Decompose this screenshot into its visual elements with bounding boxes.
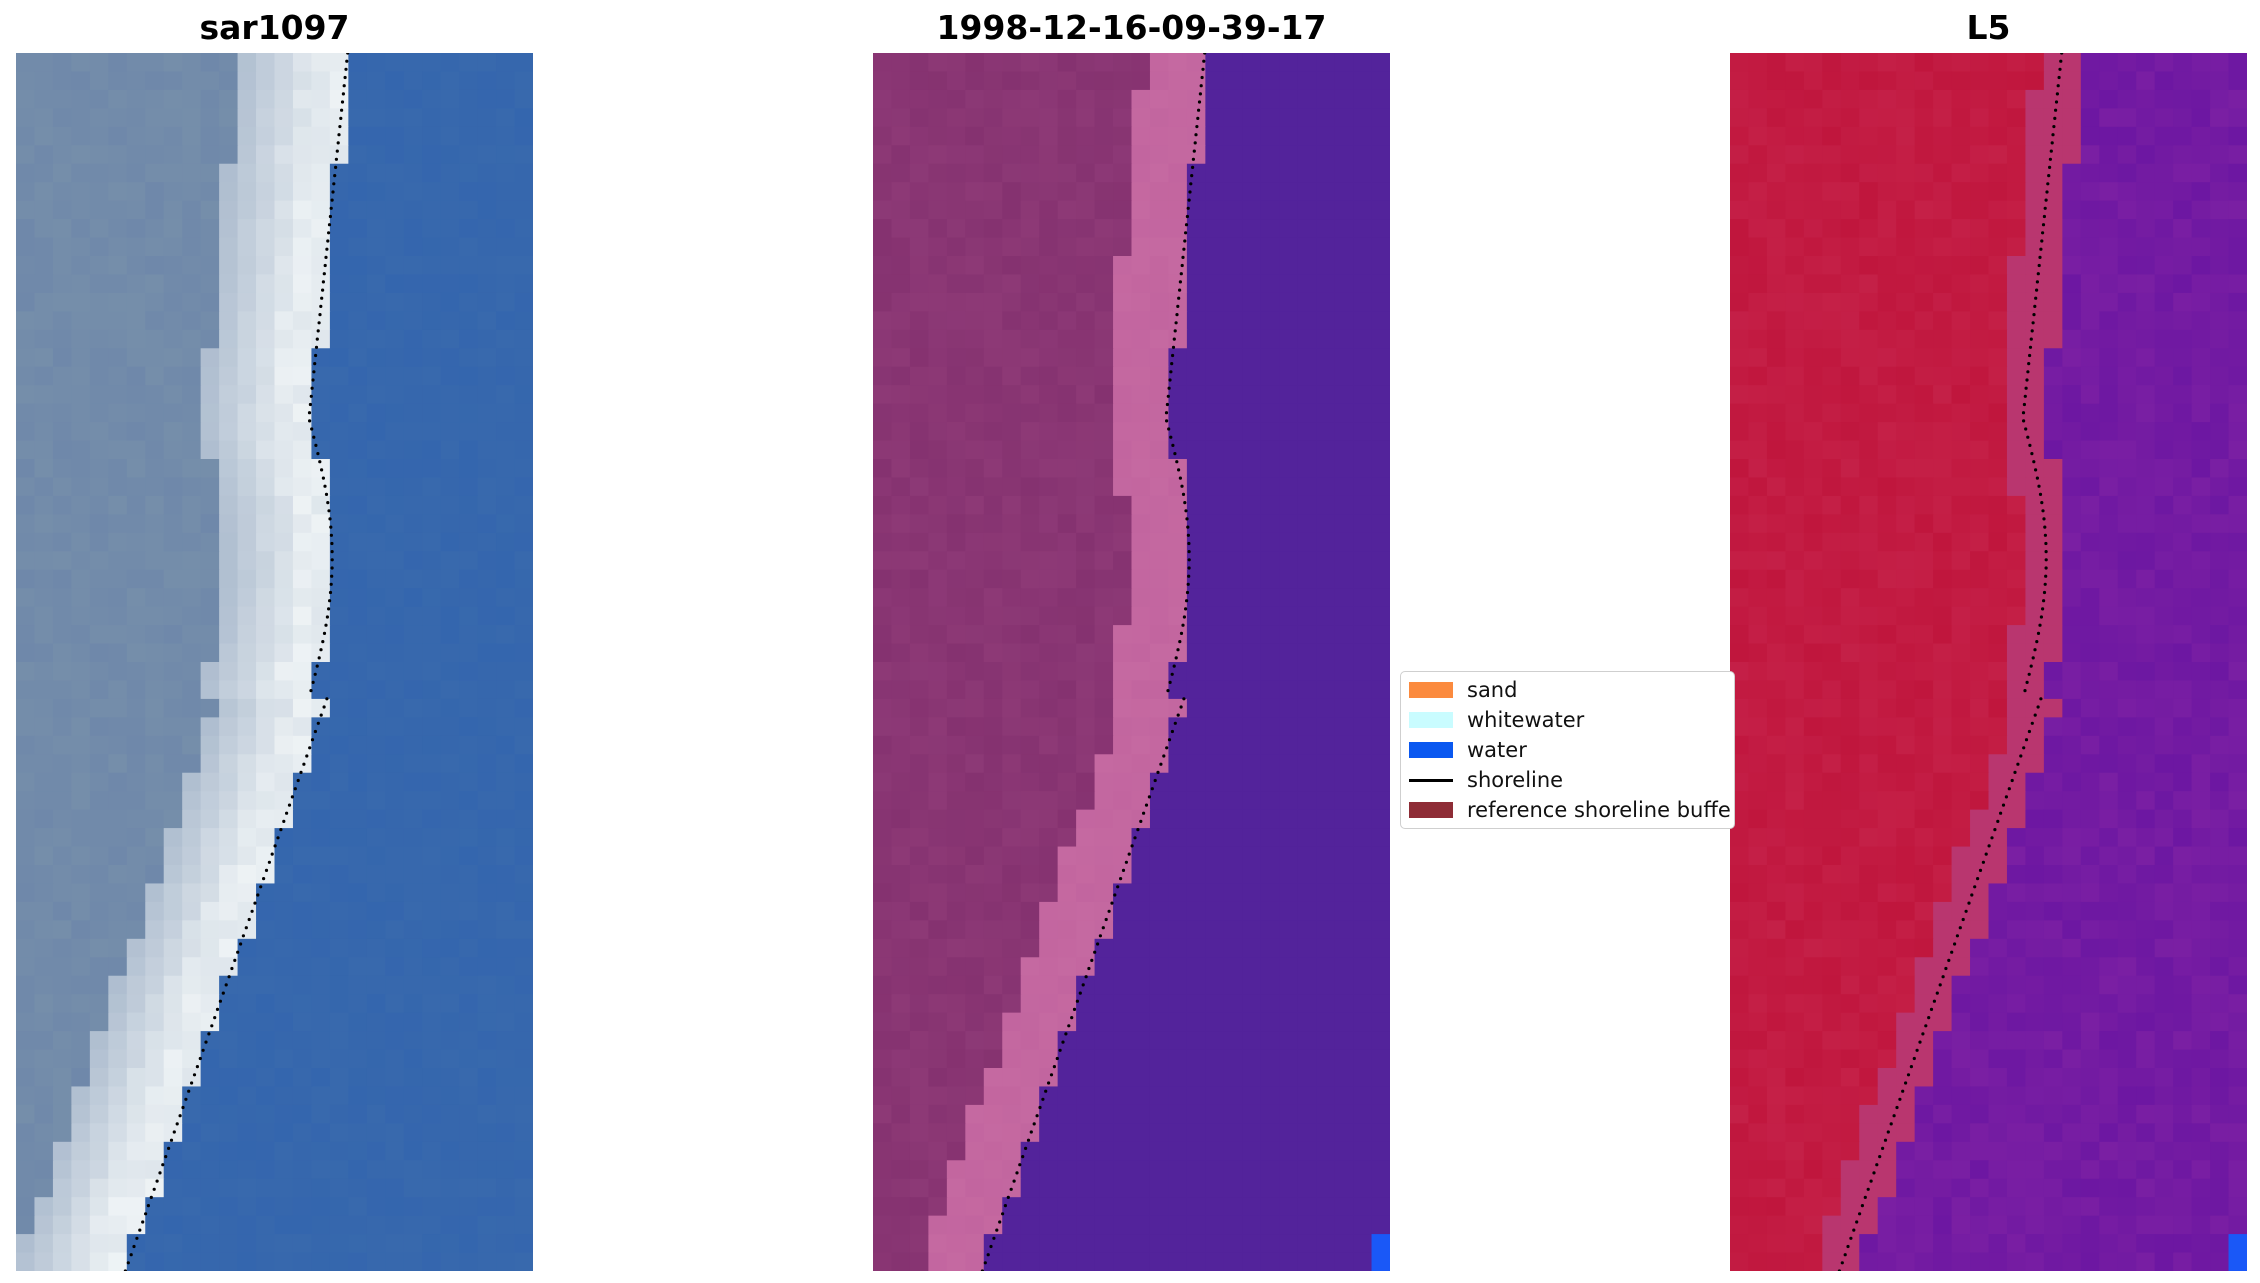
legend-label: shoreline [1467,768,1564,792]
index-image-panel [1730,53,2247,1271]
panel-title-index: L5 [1966,8,2011,47]
rgb-image [16,53,533,1271]
panel-title-rgb: sar1097 [199,8,350,47]
legend-item-water: water [1409,737,1527,763]
classified-image-panel [873,53,1390,1271]
legend-label: reference shoreline buffe [1467,798,1731,822]
reference-buffer-swatch [1409,802,1453,818]
legend-item-whitewater: whitewater [1409,707,1584,733]
classified-image [873,53,1390,1271]
legend-label: whitewater [1467,708,1585,732]
shoreline-dotted-line [980,53,1207,1271]
legend-label: sand [1467,678,1518,702]
shoreline-dotted-line [123,53,350,1271]
water-swatch [1409,742,1453,758]
legend-item-reference-buffer: reference shoreline buffe [1409,797,1731,823]
legend-item-shoreline: shoreline [1409,767,1563,793]
legend: sand whitewater water shoreline referenc… [1400,671,1735,829]
rgb-image-panel [16,53,533,1271]
shoreline-dotted-line [1837,53,2064,1271]
shoreline-line-swatch [1409,778,1453,782]
index-image [1730,53,2247,1271]
panel-title-classified: 1998-12-16-09-39-17 [936,8,1327,47]
sand-swatch [1409,682,1453,698]
whitewater-swatch [1409,712,1453,728]
legend-item-sand: sand [1409,677,1517,703]
legend-label: water [1467,738,1527,762]
